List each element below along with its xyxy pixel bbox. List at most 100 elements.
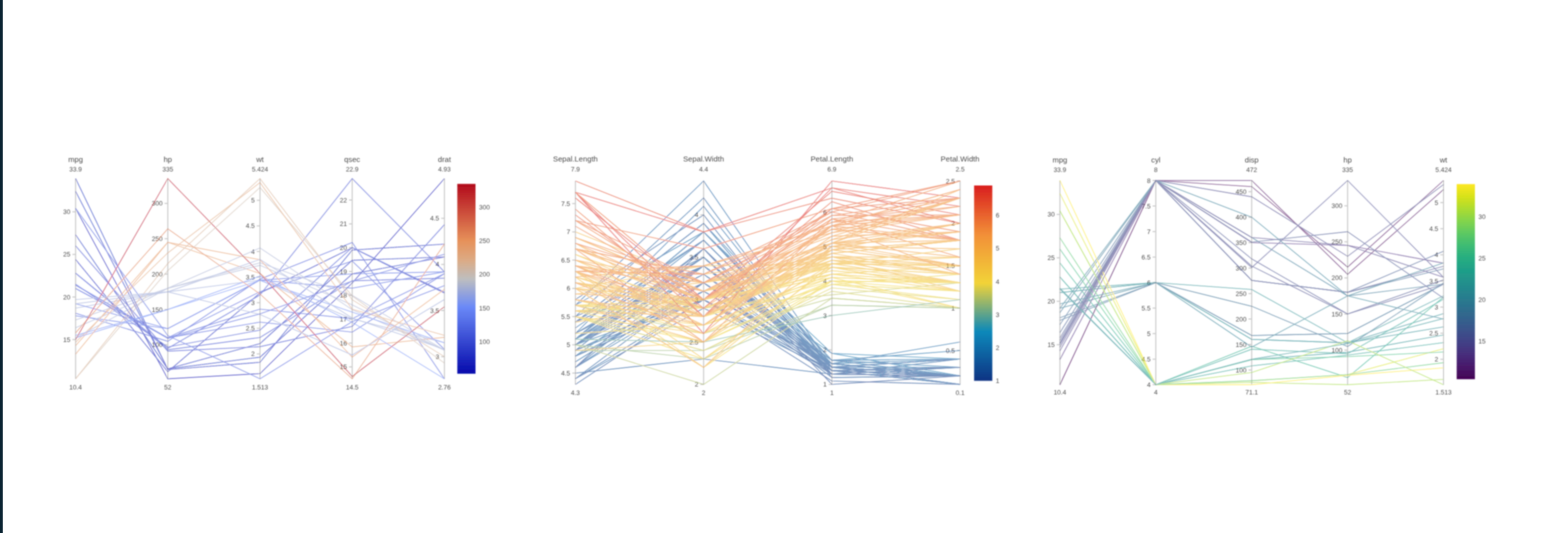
- svg-text:0.1: 0.1: [956, 390, 965, 397]
- svg-text:2.5: 2.5: [956, 167, 965, 174]
- svg-text:21: 21: [340, 221, 348, 228]
- svg-text:5: 5: [1435, 200, 1439, 207]
- svg-text:5: 5: [567, 342, 571, 349]
- svg-text:disp: disp: [1245, 155, 1259, 164]
- svg-text:8: 8: [1154, 167, 1158, 174]
- svg-text:22.9: 22.9: [346, 167, 359, 174]
- svg-text:1: 1: [823, 382, 827, 389]
- svg-text:250: 250: [152, 236, 163, 243]
- svg-text:200: 200: [479, 272, 490, 279]
- svg-text:30: 30: [1047, 212, 1055, 219]
- svg-text:22: 22: [340, 197, 348, 204]
- svg-text:33.9: 33.9: [1054, 167, 1067, 174]
- svg-text:3: 3: [436, 354, 440, 361]
- svg-text:472: 472: [1246, 167, 1257, 174]
- svg-text:250: 250: [1236, 291, 1247, 298]
- svg-text:100: 100: [1236, 367, 1247, 374]
- svg-text:3: 3: [1435, 304, 1439, 311]
- svg-text:drat: drat: [438, 155, 452, 164]
- svg-text:4.4: 4.4: [699, 167, 708, 174]
- svg-text:17: 17: [340, 317, 348, 324]
- svg-text:200: 200: [1236, 316, 1247, 323]
- svg-text:18: 18: [340, 293, 348, 300]
- svg-text:19: 19: [340, 269, 348, 276]
- svg-text:10.4: 10.4: [1054, 389, 1067, 396]
- svg-text:15: 15: [63, 337, 71, 344]
- svg-text:wt: wt: [1439, 155, 1448, 164]
- svg-text:4: 4: [1147, 382, 1151, 389]
- svg-text:25: 25: [1047, 255, 1055, 262]
- svg-text:200: 200: [1332, 275, 1343, 282]
- svg-text:2: 2: [702, 390, 706, 397]
- svg-text:52: 52: [164, 385, 172, 392]
- svg-text:mpg: mpg: [1053, 155, 1068, 164]
- svg-text:2.76: 2.76: [438, 385, 451, 392]
- svg-text:wt: wt: [255, 155, 264, 164]
- svg-text:5: 5: [1147, 331, 1151, 338]
- svg-text:5.424: 5.424: [1435, 167, 1452, 174]
- svg-text:2: 2: [823, 347, 827, 354]
- svg-text:4: 4: [1435, 252, 1439, 259]
- svg-text:2.5: 2.5: [1429, 331, 1438, 338]
- svg-text:300: 300: [152, 201, 163, 208]
- svg-text:3: 3: [251, 300, 255, 307]
- svg-text:335: 335: [1342, 167, 1353, 174]
- svg-text:Petal.Length: Petal.Length: [811, 155, 854, 164]
- svg-text:5.5: 5.5: [561, 314, 570, 321]
- svg-text:7: 7: [567, 229, 571, 236]
- svg-text:2: 2: [251, 351, 255, 358]
- svg-text:1: 1: [996, 378, 1000, 385]
- svg-text:6: 6: [567, 286, 571, 293]
- svg-text:4.5: 4.5: [430, 216, 439, 223]
- svg-text:4.5: 4.5: [1142, 357, 1151, 364]
- svg-text:15: 15: [340, 364, 348, 371]
- svg-text:4: 4: [1154, 389, 1158, 396]
- svg-text:25: 25: [1478, 255, 1486, 262]
- svg-text:2.5: 2.5: [946, 178, 955, 185]
- svg-text:150: 150: [479, 305, 490, 312]
- svg-text:5.424: 5.424: [252, 167, 269, 174]
- svg-text:7.5: 7.5: [561, 201, 570, 208]
- svg-text:71.1: 71.1: [1245, 389, 1258, 396]
- svg-text:4.3: 4.3: [571, 390, 580, 397]
- svg-text:100: 100: [152, 342, 163, 349]
- svg-text:Sepal.Length: Sepal.Length: [553, 155, 598, 164]
- svg-text:52: 52: [1344, 389, 1352, 396]
- svg-text:10.4: 10.4: [69, 385, 82, 392]
- svg-text:7.9: 7.9: [571, 167, 580, 174]
- svg-text:20: 20: [63, 294, 71, 301]
- svg-text:30: 30: [1478, 214, 1486, 221]
- svg-text:4.5: 4.5: [561, 370, 570, 377]
- svg-text:6.9: 6.9: [827, 167, 836, 174]
- svg-text:6.5: 6.5: [561, 257, 570, 264]
- svg-text:350: 350: [1236, 240, 1247, 247]
- svg-text:1.513: 1.513: [1435, 389, 1452, 396]
- svg-text:4: 4: [996, 279, 1000, 286]
- svg-text:hp: hp: [1343, 155, 1351, 164]
- svg-text:hp: hp: [164, 155, 172, 164]
- svg-text:30: 30: [63, 209, 71, 216]
- svg-text:5: 5: [251, 198, 255, 205]
- svg-text:20: 20: [1478, 297, 1486, 304]
- svg-text:150: 150: [152, 307, 163, 314]
- svg-text:mpg: mpg: [68, 155, 83, 164]
- svg-text:4: 4: [823, 278, 827, 285]
- svg-text:5: 5: [996, 246, 1000, 253]
- svg-text:300: 300: [1332, 203, 1343, 210]
- svg-text:3: 3: [996, 312, 1000, 319]
- svg-text:300: 300: [479, 205, 490, 212]
- svg-text:335: 335: [162, 167, 173, 174]
- svg-text:Petal.Width: Petal.Width: [941, 155, 980, 164]
- svg-text:2: 2: [1435, 357, 1439, 364]
- svg-text:450: 450: [1236, 189, 1247, 196]
- svg-text:250: 250: [1332, 239, 1343, 246]
- svg-text:25: 25: [63, 252, 71, 259]
- svg-text:20: 20: [1047, 299, 1055, 306]
- svg-text:2.5: 2.5: [246, 326, 255, 333]
- svg-text:3.5: 3.5: [430, 308, 439, 315]
- svg-text:33.9: 33.9: [69, 167, 82, 174]
- svg-text:2: 2: [996, 345, 1000, 352]
- svg-text:7: 7: [1147, 229, 1151, 236]
- svg-text:8: 8: [1147, 178, 1151, 185]
- svg-text:300: 300: [1236, 265, 1247, 272]
